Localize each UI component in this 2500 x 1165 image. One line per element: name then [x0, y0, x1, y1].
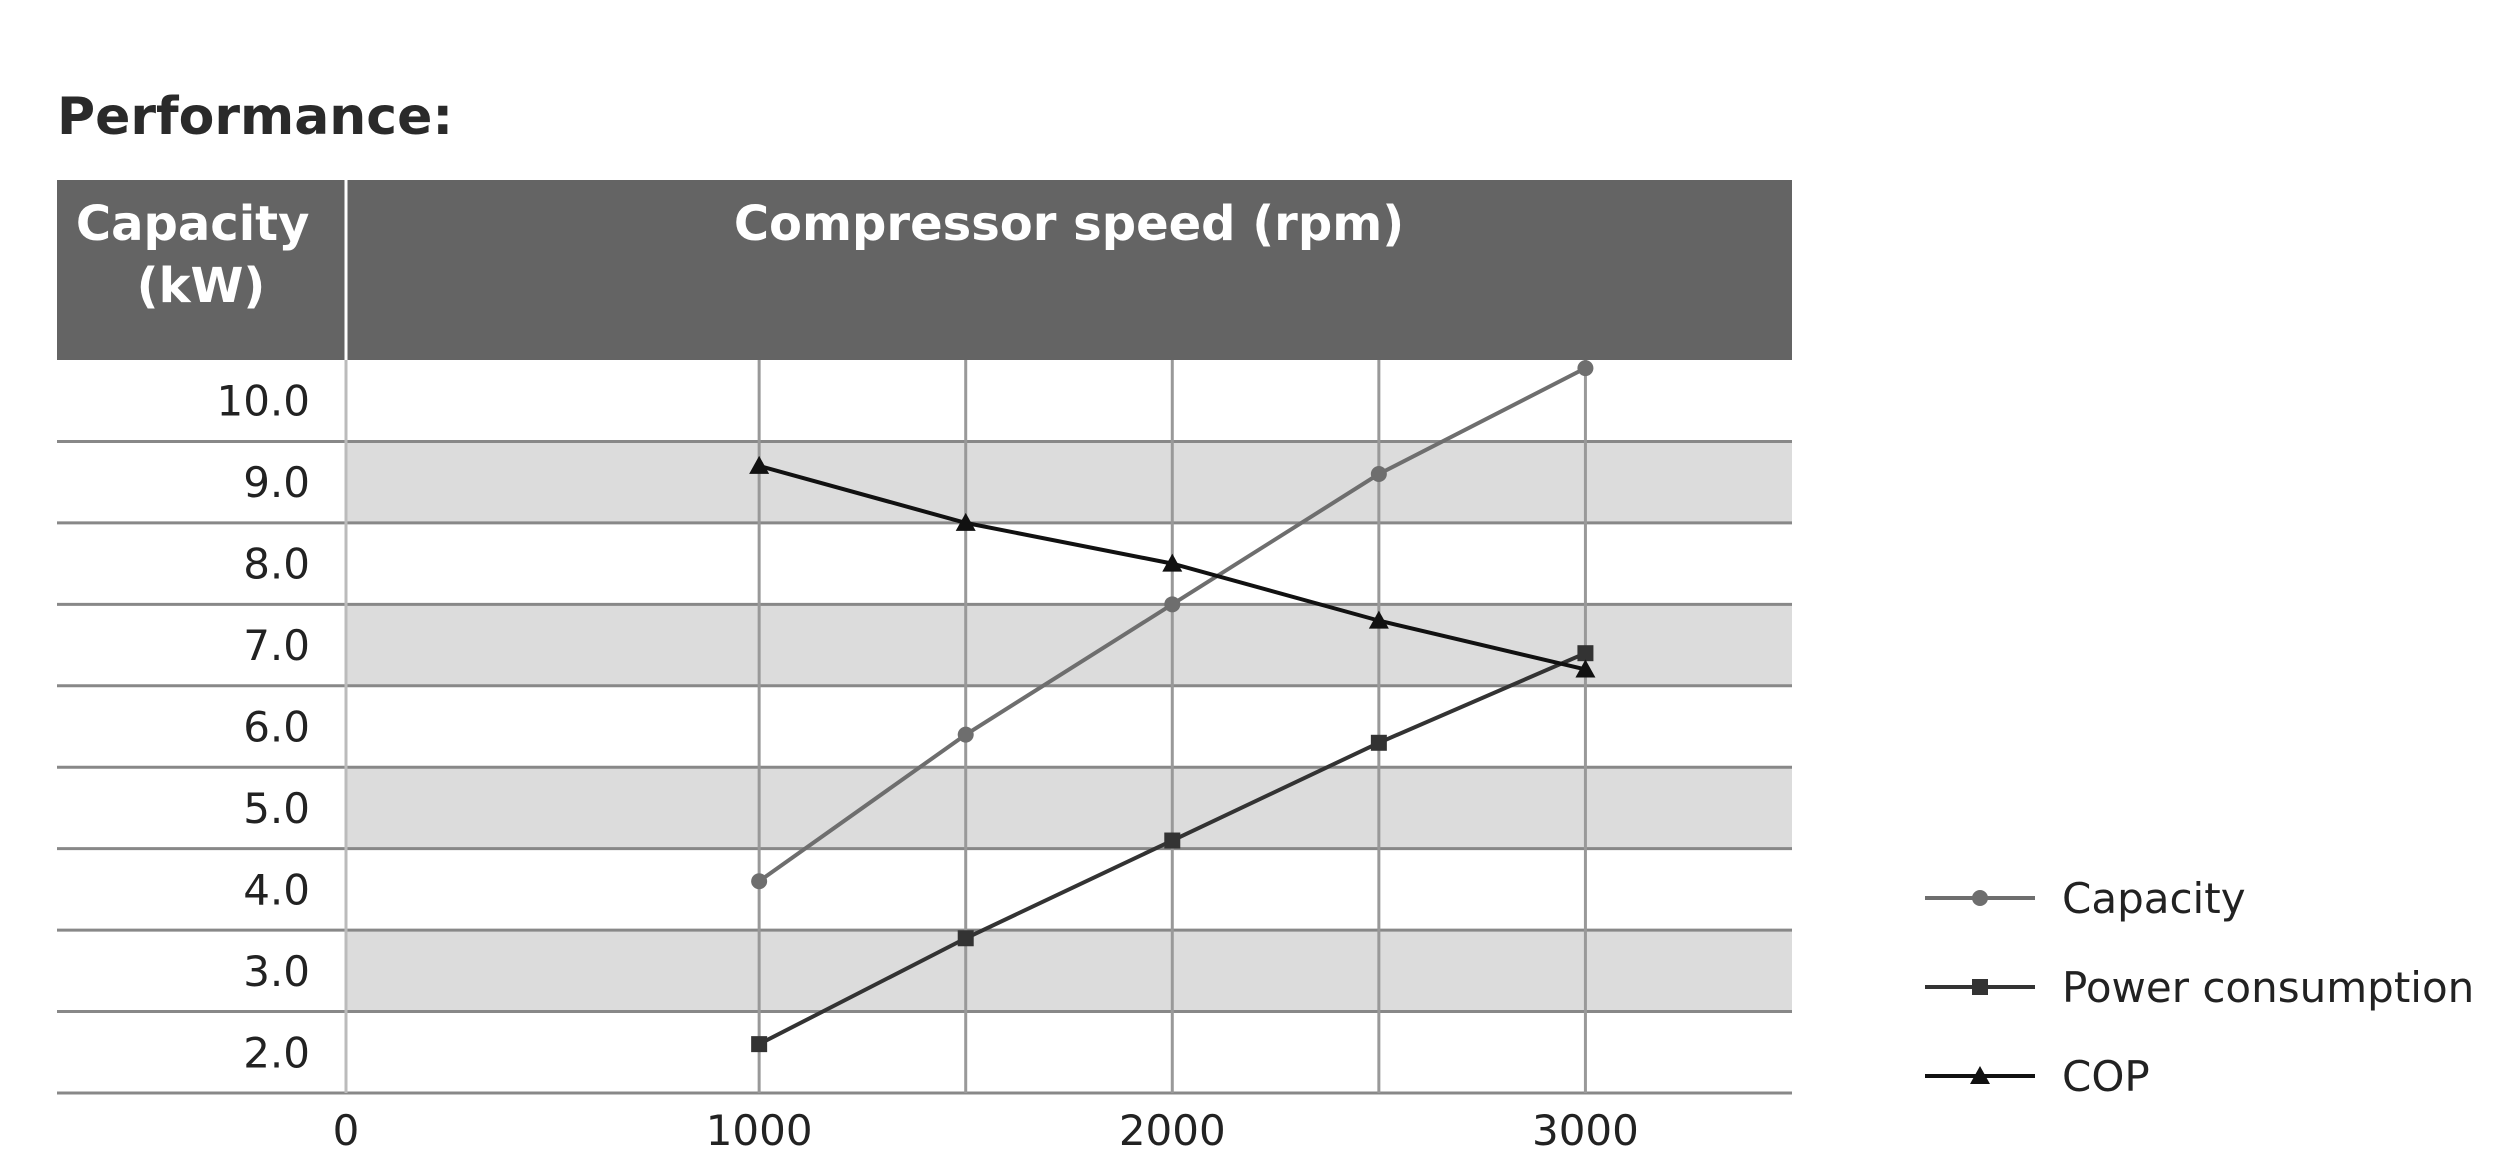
x-tick-label: 1000	[706, 1106, 813, 1155]
legend-label: Power consumption	[2062, 963, 2474, 1012]
x-tick-label: 2000	[1119, 1106, 1226, 1155]
data-point-capacity	[957, 726, 974, 743]
y-tick-label: 9.0	[243, 458, 310, 507]
row-bands	[346, 360, 1792, 1093]
legend-marker-power-consumption	[1972, 979, 1988, 995]
legend-marker-capacity	[1972, 890, 1988, 906]
series-capacity	[751, 360, 1594, 890]
row-band	[346, 685, 1792, 768]
data-point-capacity	[1370, 466, 1387, 483]
data-point-capacity	[1577, 360, 1594, 377]
legend-item-capacity: Capacity	[1925, 874, 2246, 923]
row-band	[346, 930, 1792, 1012]
legend-label: COP	[2062, 1052, 2150, 1101]
data-point-power-consumption	[1577, 645, 1594, 662]
series-power-consumption	[751, 645, 1594, 1053]
row-band	[346, 522, 1792, 605]
y-tick-label: 5.0	[243, 784, 310, 833]
y-tick-label: 7.0	[243, 621, 310, 670]
y-tick-label: 3.0	[243, 947, 310, 996]
row-band	[346, 441, 1792, 523]
row-band	[346, 604, 1792, 686]
row-band	[346, 1011, 1792, 1093]
legend-item-cop: COP	[1925, 1052, 2150, 1101]
y-tick-label: 10.0	[216, 377, 310, 426]
x-tick-label: 0	[333, 1106, 360, 1155]
y-tick-label: 6.0	[243, 703, 310, 752]
legend-marker-cop	[1970, 1066, 1990, 1084]
row-band	[346, 767, 1792, 849]
series-lines	[749, 360, 1596, 1053]
y-axis-label-line-1: Capacity	[76, 196, 310, 252]
x-tick-label: 3000	[1532, 1106, 1639, 1155]
x-tick-labels: 0 1000 2000 3000	[333, 1106, 1639, 1155]
legend-item-power-consumption: Power consumption	[1925, 963, 2474, 1012]
data-point-cop	[1368, 610, 1389, 629]
chart-title: Performance:	[57, 87, 453, 147]
data-point-power-consumption	[1164, 832, 1181, 849]
data-point-cop	[955, 512, 976, 531]
row-band	[346, 360, 1792, 442]
data-point-power-consumption	[751, 1036, 768, 1053]
legend: Capacity Power consumption COP	[1925, 874, 2474, 1101]
data-point-power-consumption	[957, 930, 974, 947]
vertical-gridlines	[344, 360, 1587, 1093]
data-point-capacity	[1164, 596, 1181, 613]
data-point-cop	[1575, 659, 1596, 678]
data-point-power-consumption	[1370, 734, 1387, 751]
data-point-cop	[1162, 553, 1183, 572]
y-axis-label-line-2: (kW)	[137, 258, 266, 314]
y-axis-label: Capacity (kW)	[76, 196, 326, 314]
series-cop	[749, 455, 1596, 678]
data-point-capacity	[751, 873, 768, 890]
x-axis-label: Compressor speed (rpm)	[734, 196, 1404, 252]
y-tick-labels: 2.0 3.0 4.0 5.0 6.0 7.0 8.0 9.0 10.0	[216, 377, 310, 1078]
y-tick-label: 8.0	[243, 540, 310, 589]
data-point-cop	[749, 455, 770, 474]
y-tick-label: 4.0	[243, 865, 310, 914]
y-tick-label: 2.0	[243, 1028, 310, 1077]
legend-label: Capacity	[2062, 874, 2246, 923]
